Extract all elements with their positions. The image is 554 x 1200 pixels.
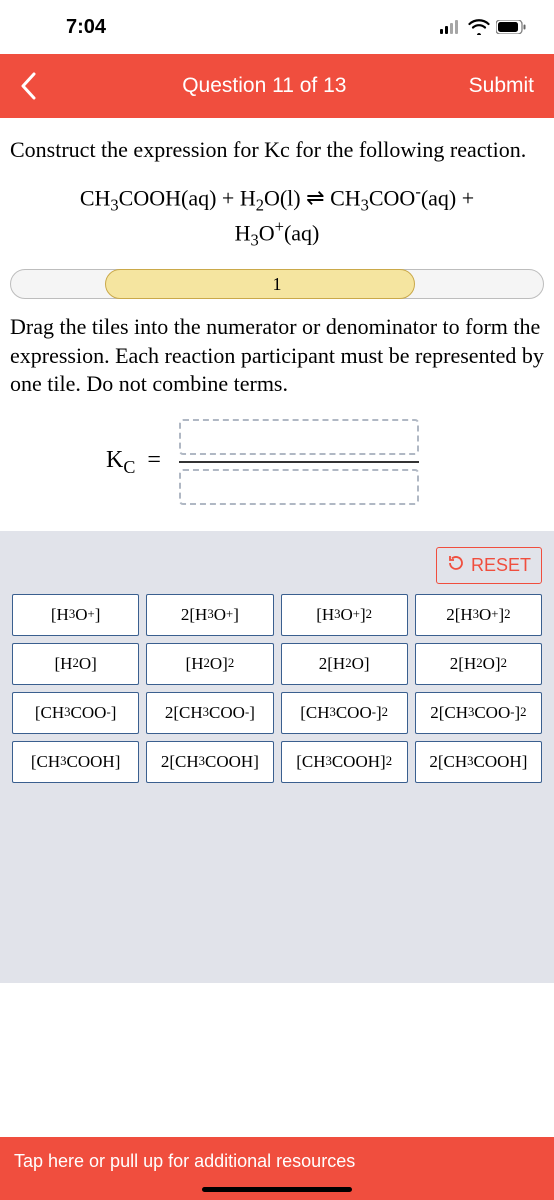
- tile[interactable]: 2[H3O+]: [146, 594, 273, 636]
- fraction: [179, 419, 419, 505]
- progress-bar[interactable]: 1: [10, 269, 544, 299]
- signal-icon: [440, 20, 462, 34]
- reset-row: RESET: [12, 547, 542, 584]
- tile[interactable]: 2[H2O]2: [415, 643, 542, 685]
- app-header: Question 11 of 13 Submit: [0, 54, 554, 118]
- footer-text: Tap here or pull up for additional resou…: [14, 1151, 355, 1171]
- instructions-text: Drag the tiles into the numerator or den…: [6, 313, 548, 413]
- tile[interactable]: 2[H2O]: [281, 643, 408, 685]
- tile[interactable]: [CH3COO-]2: [281, 692, 408, 734]
- tile[interactable]: 2[CH3COO-]: [146, 692, 273, 734]
- tiles-grid: [H3O+] 2[H3O+] [H3O+]2 2[H3O+]2 [H2O] [H…: [12, 594, 542, 783]
- tile[interactable]: [CH3COOH]2: [281, 741, 408, 783]
- content-area: Construct the expression for Kc for the …: [0, 118, 554, 531]
- tile[interactable]: [H2O]2: [146, 643, 273, 685]
- status-icons: [440, 19, 526, 35]
- kc-label: KC =: [106, 445, 161, 479]
- back-button[interactable]: [20, 72, 60, 100]
- reset-label: RESET: [471, 555, 531, 576]
- status-bar: 7:04: [0, 0, 554, 54]
- question-counter: Question 11 of 13: [182, 74, 346, 98]
- reset-button[interactable]: RESET: [436, 547, 542, 584]
- question-prompt: Construct the expression for Kc for the …: [6, 136, 548, 175]
- kc-expression-area: KC =: [6, 413, 548, 531]
- denominator-dropzone[interactable]: [179, 469, 419, 505]
- home-indicator[interactable]: [202, 1187, 352, 1192]
- submit-button[interactable]: Submit: [469, 74, 534, 98]
- tile[interactable]: 2[CH3COOH]: [146, 741, 273, 783]
- status-time: 7:04: [28, 16, 106, 39]
- progress-wrap: 1: [6, 269, 548, 313]
- tile[interactable]: [CH3COO-]: [12, 692, 139, 734]
- tiles-panel: RESET [H3O+] 2[H3O+] [H3O+]2 2[H3O+]2 [H…: [0, 531, 554, 983]
- fraction-line: [179, 461, 419, 463]
- battery-icon: [496, 20, 526, 34]
- tile[interactable]: [H3O+]2: [281, 594, 408, 636]
- tile[interactable]: [CH3COOH]: [12, 741, 139, 783]
- reset-icon: [447, 554, 465, 577]
- reaction-equation: CH3COOH(aq) + H2O(l) ⇌ CH3COO-(aq) +H3O+…: [6, 175, 548, 269]
- kc-sub: C: [123, 456, 135, 476]
- kc-main: K: [106, 447, 123, 473]
- equals-sign: =: [147, 447, 161, 473]
- tile[interactable]: [H2O]: [12, 643, 139, 685]
- tile[interactable]: [H3O+]: [12, 594, 139, 636]
- tile[interactable]: 2[H3O+]2: [415, 594, 542, 636]
- progress-label: 1: [11, 270, 543, 298]
- tile[interactable]: 2[CH3COOH]: [415, 741, 542, 783]
- wifi-icon: [468, 19, 490, 35]
- numerator-dropzone[interactable]: [179, 419, 419, 455]
- tile[interactable]: 2[CH3COO-]2: [415, 692, 542, 734]
